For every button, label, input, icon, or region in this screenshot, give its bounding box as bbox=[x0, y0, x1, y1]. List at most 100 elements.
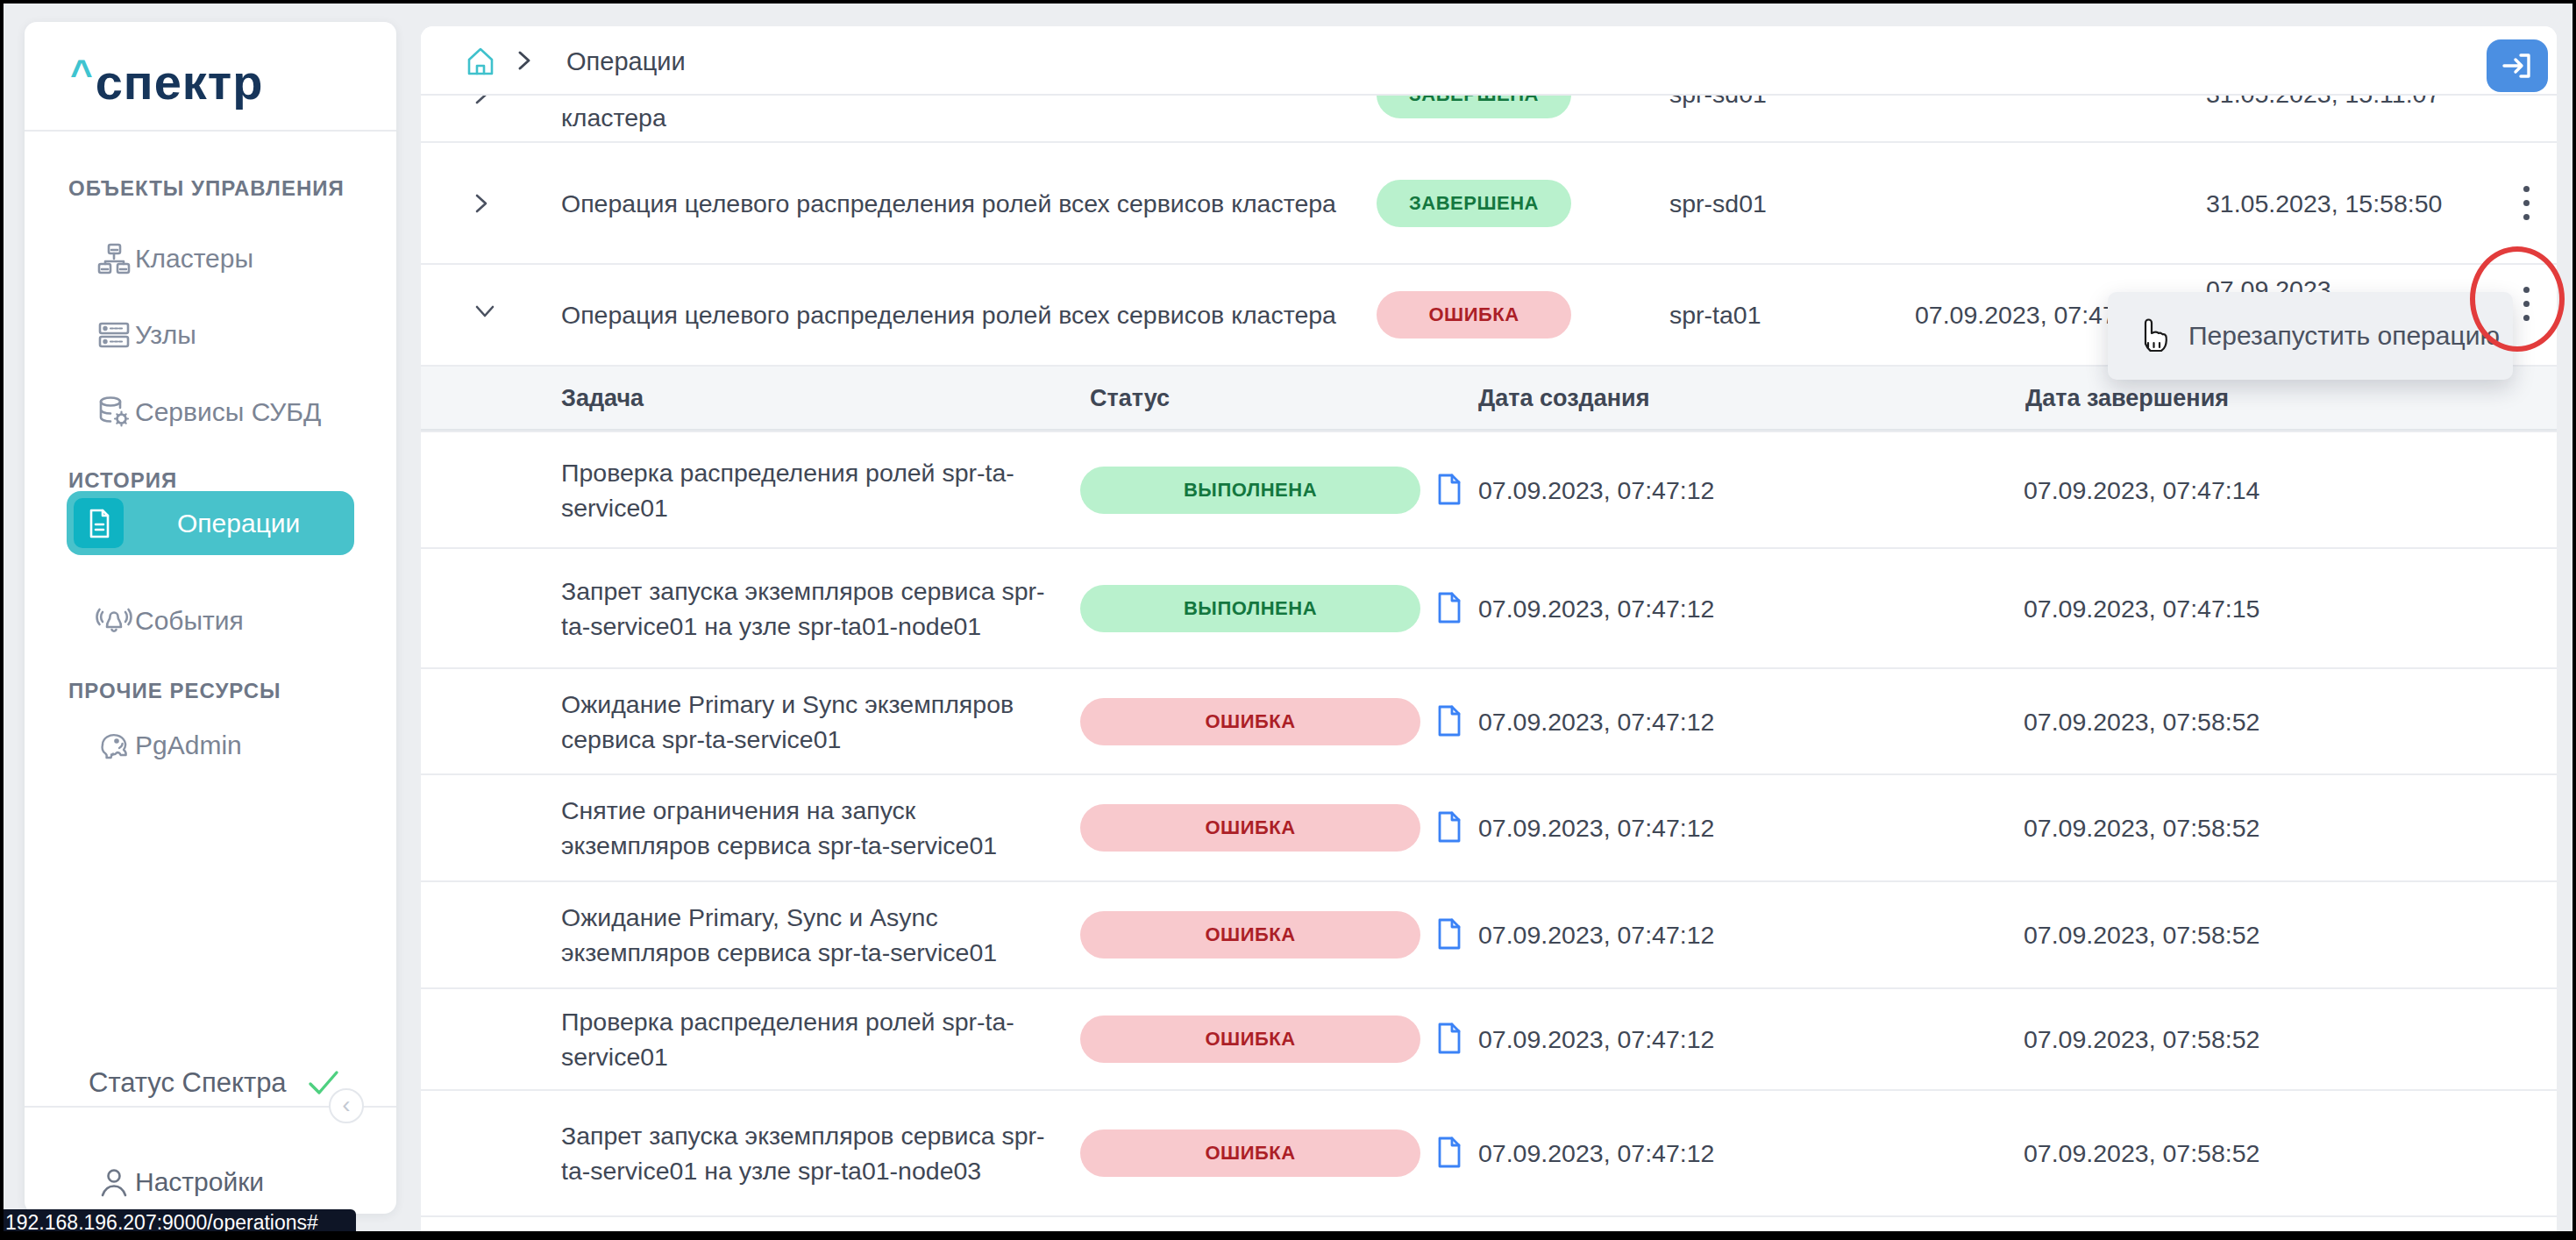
task-row: Ожидание Primary, Sync и Async экземпляр… bbox=[421, 880, 2557, 987]
task-row: Запрет запуска экземпляров сервиса spr-t… bbox=[421, 1089, 2557, 1217]
main-content: Операции кластера ЗАВЕРШЕНА spr-sd01 31.… bbox=[421, 26, 2557, 1231]
created-date: 07.09.2023, 07:47:12 bbox=[1478, 1139, 1714, 1168]
completed-date: 07.09.2023, 07:58:52 bbox=[2024, 707, 2259, 736]
sidebar-item-label: Кластеры bbox=[135, 244, 253, 274]
sidebar-item-label: Сервисы СУБД bbox=[135, 397, 321, 427]
task-name: Запрет запуска экземпляров сервиса spr-t… bbox=[561, 1118, 1070, 1188]
context-menu-item-restart[interactable]: Перезапустить операцию bbox=[2188, 321, 2500, 351]
chevron-right-icon bbox=[514, 46, 535, 75]
chevron-right-icon[interactable] bbox=[472, 190, 498, 217]
app-logo: ^спектр bbox=[70, 52, 263, 110]
completed-date: 07.09.2023, 07:58:52 bbox=[2024, 1025, 2259, 1054]
operation-name: кластера bbox=[561, 101, 1368, 135]
status-badge: ОШИБКА bbox=[1080, 1130, 1420, 1177]
sidebar-item-label: События bbox=[135, 606, 244, 636]
logo-block: ^спектр bbox=[25, 22, 396, 132]
sidebar-section-history: ИСТОРИЯ bbox=[68, 468, 177, 493]
status-badge: ОШИБКА bbox=[1080, 911, 1420, 959]
completed-date: 07.09.2023, 07:58:52 bbox=[2024, 814, 2259, 843]
log-document-icon[interactable] bbox=[1436, 1022, 1464, 1057]
log-document-icon[interactable] bbox=[1436, 704, 1464, 739]
status-badge: ЗАВЕРШЕНА bbox=[1377, 96, 1571, 118]
sidebar-item-events[interactable]: События bbox=[25, 590, 396, 652]
row-menu-button[interactable] bbox=[2511, 179, 2541, 228]
annotation-red-circle bbox=[2470, 246, 2565, 352]
cluster-name: spr-sd01 bbox=[1669, 96, 1767, 109]
chevron-right-icon[interactable] bbox=[472, 96, 498, 108]
app-root: ^спектр ОБЪЕКТЫ УПРАВЛЕНИЯ Кластеры Узлы… bbox=[4, 4, 2572, 1231]
login-button[interactable] bbox=[2487, 39, 2548, 92]
completed-date: 07.09.2023, 07:47:15 bbox=[2024, 594, 2259, 623]
sidebar-item-operations[interactable]: Операции bbox=[67, 491, 354, 555]
cluster-name: spr-ta01 bbox=[1669, 301, 1761, 330]
operations-icon bbox=[74, 498, 124, 548]
task-name: Проверка распределения ролей spr-ta-serv… bbox=[561, 455, 1070, 525]
home-icon[interactable] bbox=[463, 44, 498, 79]
collapse-sidebar-button[interactable]: ‹ bbox=[329, 1088, 364, 1123]
status-url-text: 192.168.196.207:9000/operations# bbox=[4, 1209, 356, 1231]
task-name: Ожидание Primary и Sync экземпляров серв… bbox=[561, 687, 1070, 757]
sidebar-item-label: Операции bbox=[177, 509, 300, 538]
sidebar: ^спектр ОБЪЕКТЫ УПРАВЛЕНИЯ Кластеры Узлы… bbox=[25, 22, 396, 1214]
db-services-icon bbox=[95, 393, 133, 431]
status-badge: ОШИБКА bbox=[1377, 291, 1571, 339]
events-icon bbox=[95, 602, 133, 640]
task-name: Запрет запуска экземпляров сервиса spr-t… bbox=[561, 574, 1070, 644]
sidebar-item-label: PgAdmin bbox=[135, 730, 242, 760]
context-menu[interactable]: Перезапустить операцию bbox=[2108, 292, 2513, 380]
status-badge: ВЫПОЛНЕНА bbox=[1080, 467, 1420, 514]
task-row: Проверка распределения ролей spr-ta-serv… bbox=[421, 987, 2557, 1089]
sidebar-item-settings[interactable]: Настройки bbox=[25, 1151, 396, 1213]
status-badge: ЗАВЕРШЕНА bbox=[1377, 180, 1571, 227]
operation-row[interactable]: Операция целевого распределения ролей вс… bbox=[421, 141, 2557, 263]
pgadmin-icon bbox=[95, 726, 133, 765]
clusters-icon bbox=[95, 239, 133, 278]
created-date: 07.09.2023, 07:47:12 bbox=[1478, 475, 1714, 504]
column-header-created: Дата создания bbox=[1478, 384, 1649, 411]
task-row: Запрет запуска экземпляров сервиса spr-t… bbox=[421, 547, 2557, 667]
nodes-icon bbox=[95, 316, 133, 354]
column-header-completed: Дата завершения bbox=[2025, 384, 2229, 411]
breadcrumb: Операции bbox=[566, 47, 686, 76]
logo-caret-icon: ^ bbox=[70, 52, 94, 95]
completed-date: 07.09.2023, 07:47:14 bbox=[2024, 475, 2259, 504]
log-document-icon[interactable] bbox=[1436, 917, 1464, 952]
sidebar-item-clusters[interactable]: Кластеры bbox=[25, 228, 396, 289]
task-name: Ожидание Primary, Sync и Async экземпляр… bbox=[561, 900, 1070, 970]
created-date: 07.09.2023, 07:47:12 bbox=[1478, 594, 1714, 623]
log-document-icon[interactable] bbox=[1436, 473, 1464, 508]
user-icon bbox=[95, 1163, 133, 1201]
created-date: 07.09.2023, 07:47:12 bbox=[1478, 921, 1714, 950]
operations-table: кластера ЗАВЕРШЕНА spr-sd01 31.05.2023, … bbox=[421, 96, 2557, 1231]
sidebar-item-label: Узлы bbox=[135, 320, 196, 350]
task-name: Снятие ограничения на запуск экземпляров… bbox=[561, 793, 1070, 863]
status-badge: ОШИБКА bbox=[1080, 1016, 1420, 1063]
task-row: Снятие ограничения на запуск экземпляров… bbox=[421, 773, 2557, 880]
completed-date: 07.09.2023, 07:58:52 bbox=[2024, 1139, 2259, 1168]
sidebar-item-label: Настройки bbox=[135, 1167, 264, 1197]
chevron-down-icon[interactable] bbox=[472, 302, 498, 328]
completed-date: 31.05.2023, 15:58:50 bbox=[2206, 189, 2442, 217]
task-name: Проверка распределения ролей spr-ta-serv… bbox=[561, 1004, 1070, 1074]
created-date: 07.09.2023, 07:47:12 bbox=[1478, 707, 1714, 736]
completed-date: 31.05.2023, 15:11:07 bbox=[2206, 96, 2440, 109]
hand-cursor-icon bbox=[2134, 314, 2173, 358]
column-header-task: Задача bbox=[561, 384, 644, 411]
log-document-icon[interactable] bbox=[1436, 810, 1464, 845]
operation-name: Операция целевого распределения ролей вс… bbox=[561, 298, 1368, 332]
sidebar-item-db-services[interactable]: Сервисы СУБД bbox=[25, 381, 396, 443]
operation-row-partial[interactable]: кластера ЗАВЕРШЕНА spr-sd01 31.05.2023, … bbox=[421, 96, 2557, 141]
created-date: 07.09.2023, 07:47:12 bbox=[1478, 1025, 1714, 1054]
logo-text: спектр bbox=[96, 54, 264, 110]
task-row: Проверка распределения ролей spr-ta-serv… bbox=[421, 431, 2557, 547]
log-document-icon[interactable] bbox=[1436, 1136, 1464, 1171]
sidebar-section-objects: ОБЪЕКТЫ УПРАВЛЕНИЯ bbox=[68, 176, 345, 201]
status-badge: ВЫПОЛНЕНА bbox=[1080, 585, 1420, 632]
sidebar-item-nodes[interactable]: Узлы bbox=[25, 304, 396, 366]
spectr-status-label: Статус Спектра bbox=[89, 1067, 287, 1099]
status-url-bar: 192.168.196.207:9000/operations# bbox=[4, 1209, 356, 1231]
log-document-icon[interactable] bbox=[1436, 591, 1464, 626]
sidebar-item-pgadmin[interactable]: PgAdmin bbox=[25, 715, 396, 776]
status-badge: ОШИБКА bbox=[1080, 698, 1420, 745]
cluster-name: spr-sd01 bbox=[1669, 189, 1767, 217]
